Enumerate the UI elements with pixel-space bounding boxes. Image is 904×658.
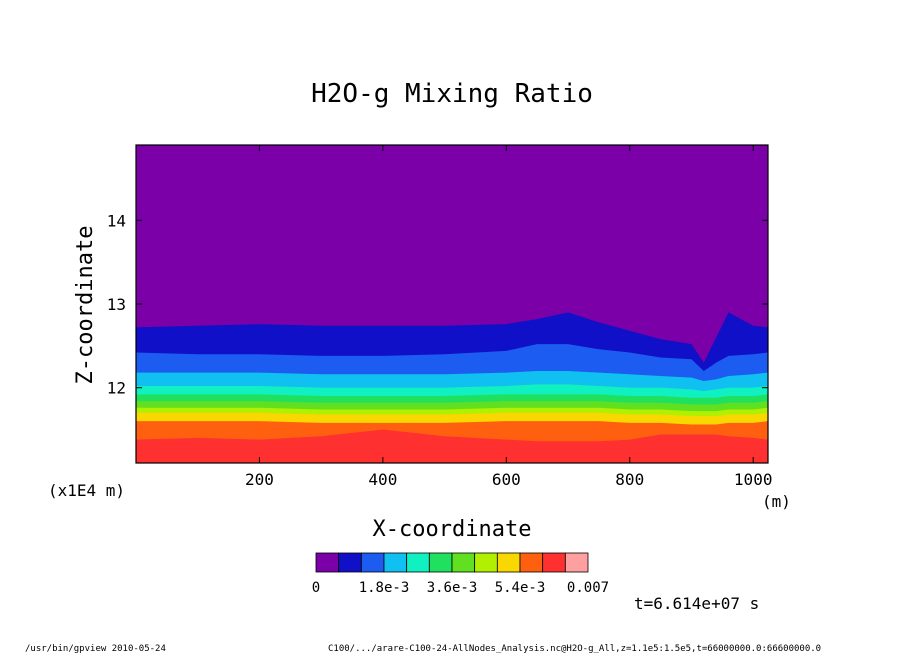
time-label: t=6.614e+07 s bbox=[634, 594, 759, 613]
x-tick-label: 400 bbox=[368, 470, 397, 489]
footer-left: /usr/bin/gpview 2010-05-24 bbox=[25, 644, 166, 654]
x-axis-label: X-coordinate bbox=[373, 517, 532, 542]
x-tick-label: 600 bbox=[492, 470, 521, 489]
footer-right: C100/.../arare-C100-24-AllNodes_Analysis… bbox=[328, 644, 821, 654]
colorbar-tick-label: 1.8e-3 bbox=[359, 580, 410, 596]
x-tick-label: 1000 bbox=[734, 470, 773, 489]
x-unit-label: (m) bbox=[762, 492, 791, 511]
colorbar-swatch bbox=[474, 552, 498, 573]
colorbar-swatch bbox=[360, 552, 385, 573]
colorbar-swatch bbox=[496, 552, 521, 573]
colorbar bbox=[315, 552, 589, 573]
colorbar-swatch bbox=[315, 552, 340, 573]
y-tick-label: 14 bbox=[107, 211, 126, 230]
x-axis: 200 400 600 800 1000 bbox=[245, 145, 772, 489]
x-tick-label: 800 bbox=[615, 470, 644, 489]
colorbar-swatch bbox=[564, 552, 589, 573]
plot-area bbox=[136, 145, 768, 463]
colorbar-swatch bbox=[428, 552, 453, 573]
colorbar-tick-labels: 0 1.8e-3 3.6e-3 5.4e-3 0.007 bbox=[312, 580, 609, 596]
colorbar-tick-label: 5.4e-3 bbox=[495, 580, 546, 596]
y-axis-label: Z-coordinate bbox=[73, 226, 98, 385]
colorbar-swatch bbox=[451, 552, 476, 573]
colorbar-swatch bbox=[383, 552, 408, 573]
chart-title: H2O-g Mixing Ratio bbox=[311, 79, 593, 109]
x-tick-label: 200 bbox=[245, 470, 274, 489]
colorbar-tick-label: 0 bbox=[312, 580, 320, 596]
band-10 bbox=[136, 429, 768, 463]
colorbar-tick-label: 3.6e-3 bbox=[427, 580, 478, 596]
colorbar-tick-label: 0.007 bbox=[567, 580, 609, 596]
y-tick-label: 13 bbox=[107, 295, 126, 314]
colorbar-swatch bbox=[542, 552, 566, 573]
y-unit-label: (x1E4 m) bbox=[48, 481, 125, 500]
y-tick-label: 12 bbox=[107, 379, 126, 398]
y-axis: 12 13 14 bbox=[107, 211, 768, 398]
colorbar-swatch bbox=[406, 552, 430, 573]
colorbar-swatch bbox=[338, 552, 362, 573]
colorbar-swatch bbox=[519, 552, 544, 573]
